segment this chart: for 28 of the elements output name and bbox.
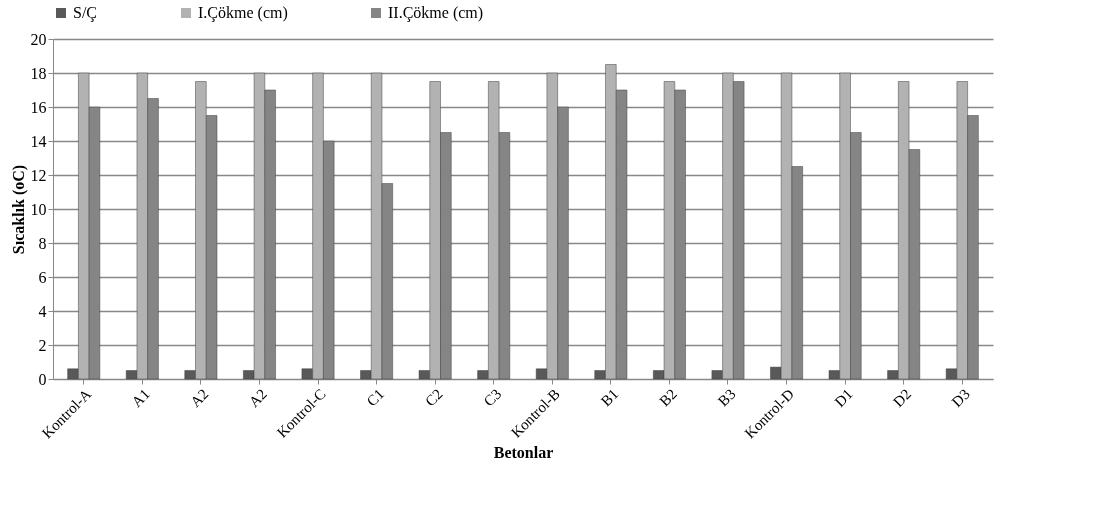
x-tick-label: D2 — [890, 385, 915, 411]
x-tick-label: C3 — [480, 385, 505, 410]
x-tick-label: D1 — [831, 385, 856, 411]
x-tick-label: B1 — [597, 385, 622, 410]
x-tick-label: B2 — [656, 385, 681, 410]
y-tick-label: 20 — [30, 30, 47, 48]
legend-label: I.Çökme (cm) — [198, 4, 288, 22]
y-tick-label: 4 — [38, 302, 47, 320]
x-tick-label: C2 — [422, 385, 446, 410]
y-tick-label: 18 — [30, 64, 47, 82]
y-tick-label: 10 — [30, 200, 47, 218]
x-tick-label: D3 — [948, 385, 973, 411]
legend-label: S/Ç — [73, 4, 98, 22]
x-axis-title: Betonlar — [493, 444, 554, 462]
y-tick-label: 12 — [30, 166, 47, 184]
y-axis-title: Sıcaklık (oC) — [9, 164, 28, 255]
x-tick-label: A2 — [245, 385, 271, 411]
x-tick-label: B3 — [714, 385, 739, 410]
y-tick-label: 16 — [30, 98, 47, 116]
x-tick-label: A1 — [128, 385, 153, 411]
legend-label: II.Çökme (cm) — [388, 4, 484, 22]
y-tick-label: 0 — [38, 370, 47, 388]
x-tick-label: C1 — [363, 385, 388, 410]
y-tick-label: 14 — [30, 132, 47, 150]
y-tick-label: 8 — [38, 234, 47, 252]
y-tick-label: 6 — [38, 268, 47, 286]
x-tick-label: A2 — [187, 385, 212, 411]
y-tick-label: 2 — [38, 336, 47, 354]
